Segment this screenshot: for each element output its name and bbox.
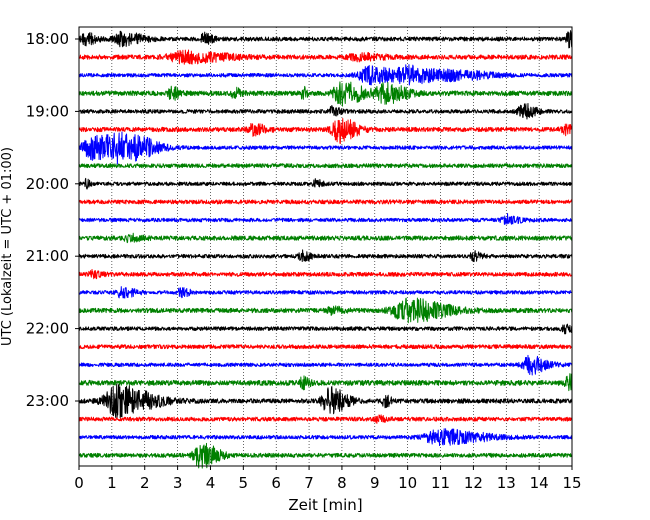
trace-2245 [78, 373, 573, 392]
trace-2300 [78, 383, 573, 419]
trace-1900 [78, 102, 573, 120]
y-tick-label: 23:00 [26, 392, 69, 410]
trace-2330 [78, 428, 573, 447]
x-tick-label: 10 [398, 474, 417, 492]
x-tick-label: 14 [530, 474, 549, 492]
x-tick-label: 5 [239, 474, 249, 492]
x-tick-label: 6 [271, 474, 281, 492]
trace-1845 [78, 81, 573, 107]
trace-2015 [78, 199, 573, 205]
y-axis-label: UTC (Lokalzeit = UTC + 01:00) [0, 147, 15, 346]
plot-frame [78, 26, 573, 467]
x-tick-label: 9 [370, 474, 380, 492]
trace-2215 [78, 344, 573, 350]
x-axis-label: Zeit [min] [288, 496, 362, 514]
x-tick-label: 15 [562, 474, 581, 492]
trace-2315 [78, 414, 573, 424]
trace-1800 [78, 30, 573, 49]
x-tick-label: 0 [74, 474, 84, 492]
x-tick-label: 12 [464, 474, 483, 492]
trace-1830 [78, 64, 573, 86]
trace-1945 [78, 163, 573, 169]
y-axis-ticks: 18:00 19:00 20:00 21:00 22:00 23:00 [26, 30, 79, 410]
x-tick-label: 4 [206, 474, 216, 492]
x-tick-label: 8 [337, 474, 347, 492]
trace-1915 [78, 118, 573, 145]
trace-1815 [78, 49, 573, 65]
trace-2345 [78, 442, 573, 469]
trace-2030 [78, 213, 573, 225]
trace-1930 [78, 131, 573, 165]
trace-2230 [78, 354, 573, 376]
trace-2145 [78, 297, 573, 324]
trace-2000 [78, 177, 573, 190]
trace-2130 [78, 286, 573, 299]
trace-2200 [78, 323, 573, 335]
x-axis-ticks: 0 1 2 3 4 5 6 7 8 9 10 11 12 13 14 15 [74, 466, 582, 492]
trace-2115 [78, 269, 573, 280]
x-tick-label: 3 [173, 474, 183, 492]
x-tick-label: 1 [107, 474, 117, 492]
trace-2045 [78, 232, 573, 244]
x-tick-label: 7 [304, 474, 314, 492]
x-tick-label: 2 [140, 474, 150, 492]
trace-2100 [78, 249, 573, 263]
x-tick-label: 11 [431, 474, 450, 492]
trace-group [78, 30, 573, 469]
y-tick-label: 20:00 [26, 175, 69, 193]
y-tick-label: 19:00 [26, 102, 69, 120]
y-tick-label: 21:00 [26, 247, 69, 265]
x-tick-label: 13 [497, 474, 516, 492]
y-tick-label: 22:00 [26, 320, 69, 338]
y-tick-label: 18:00 [26, 30, 69, 48]
